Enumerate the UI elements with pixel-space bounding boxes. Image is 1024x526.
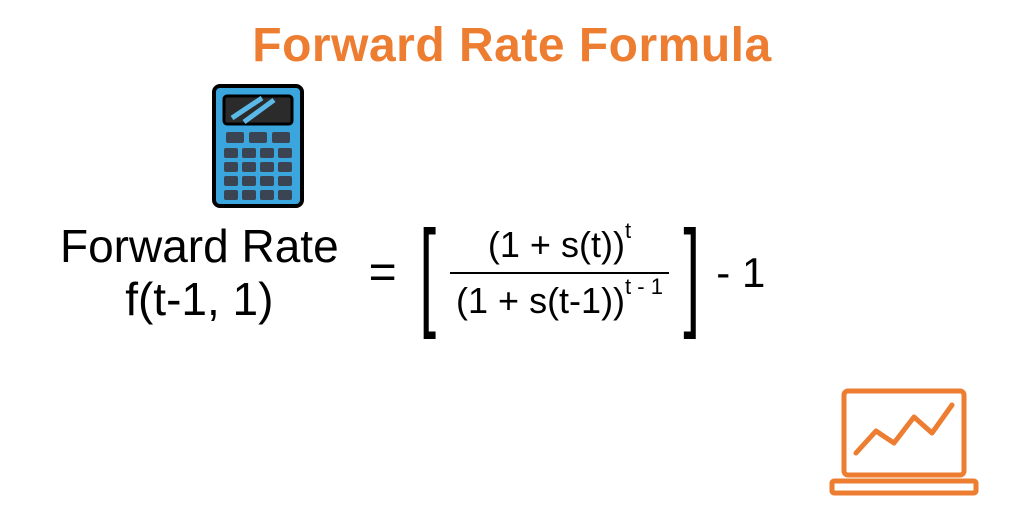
- denominator-base: (1 + s(t-1)): [456, 280, 625, 321]
- equals-sign: =: [369, 245, 397, 300]
- numerator: (1 + s(t))t: [482, 222, 637, 268]
- formula-fraction: (1 + s(t))t (1 + s(t-1))t - 1: [450, 222, 669, 324]
- bracket-right: ]: [683, 231, 700, 315]
- formula-tail: - 1: [716, 249, 765, 297]
- lhs-line2: f(t-1, 1): [60, 273, 339, 326]
- denominator-exp: t - 1: [625, 274, 663, 299]
- laptop-chart-icon: [824, 381, 984, 506]
- formula-lhs: Forward Rate f(t-1, 1): [60, 220, 339, 326]
- numerator-exp: t: [625, 218, 631, 243]
- numerator-base: (1 + s(t)): [488, 224, 625, 265]
- denominator: (1 + s(t-1))t - 1: [450, 278, 669, 324]
- page-title: Forward Rate Formula: [0, 18, 1024, 73]
- formula-row: Forward Rate f(t-1, 1) = [ (1 + s(t))t (…: [60, 220, 765, 326]
- calculator-icon: [210, 82, 306, 215]
- bracket-left: [: [419, 231, 436, 315]
- lhs-line1: Forward Rate: [60, 220, 339, 273]
